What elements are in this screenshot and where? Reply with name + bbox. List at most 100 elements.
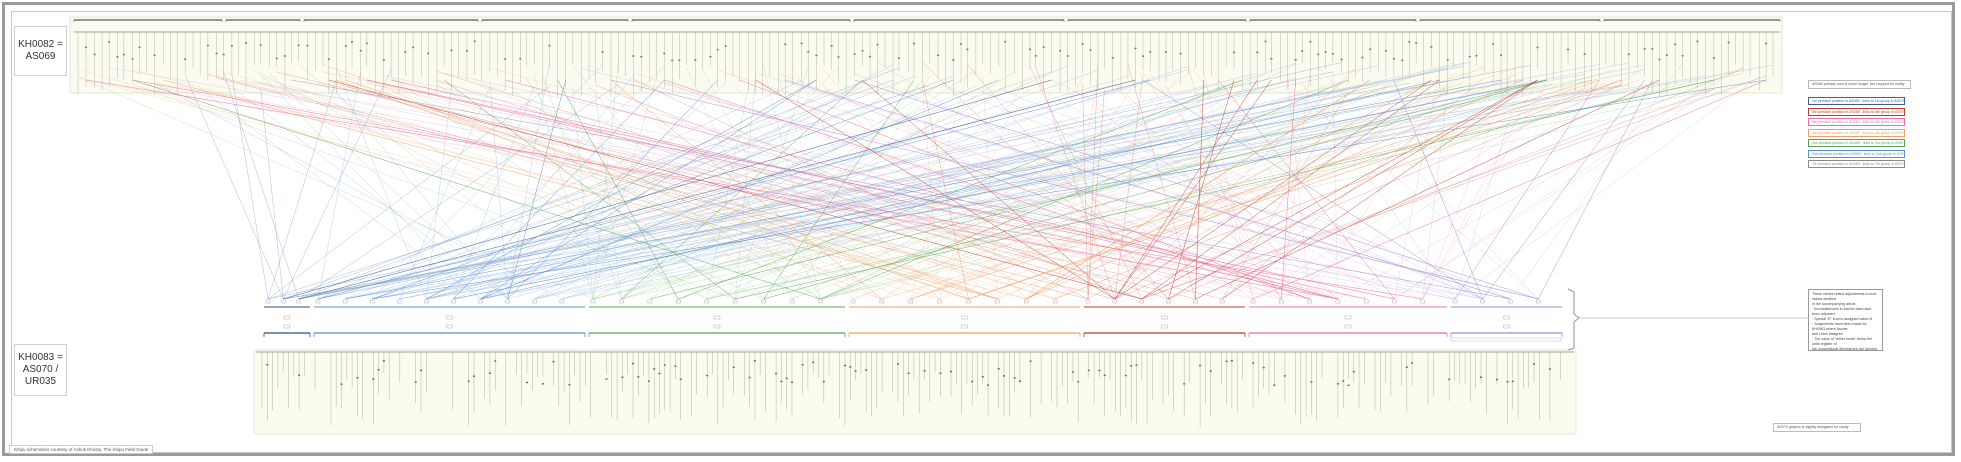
knot-mark [784,43,787,46]
link-line [453,85,535,300]
link-line [1026,72,1181,300]
knot-mark [1077,381,1080,383]
pendant-value-box [424,299,429,304]
knot-mark [1583,53,1586,55]
link-line [1394,70,1440,300]
link-line [276,71,1196,300]
link-line [283,79,1052,300]
knot-mark [206,44,209,47]
knot-mark [897,57,900,59]
pendant-value-box [265,299,271,304]
knot-mark [1643,48,1646,50]
link-line [1422,90,1448,300]
knot-mark [1430,46,1433,48]
link-line [1168,79,1538,300]
knot-mark [1134,47,1137,50]
link-line [763,89,1031,300]
knot-mark [526,381,528,384]
knot-mark [356,376,359,379]
knot-mark [987,384,990,386]
link-line [154,82,562,300]
knot-mark [1034,55,1037,57]
knot-mark [1135,364,1138,366]
link-line [1114,79,1272,300]
knot-mark [1712,57,1715,59]
link-line [755,72,1511,300]
link-line [391,77,707,300]
pendant-value-box [1139,299,1144,304]
link-line [1222,79,1538,300]
link-line [621,74,1266,300]
knot-mark [897,363,899,365]
knot-mark [1087,369,1090,372]
link-line [77,76,940,300]
link-line [1482,79,1645,300]
link-line [298,79,1136,300]
link-line [260,82,1310,300]
knot-mark [849,366,852,368]
link-line [267,79,337,300]
link-line [317,75,954,300]
pendant-value-box [451,299,456,304]
bottom-khipu-label: KH0083 = AS070 / UR035 [14,344,67,396]
link-line [254,70,707,300]
pendant-value-box [315,299,321,304]
knot-mark [1347,384,1350,386]
knot-mark [1495,378,1498,381]
top-crop-note: AS069 primary cord is much longer, but c… [1808,80,1911,89]
knot-mark [1066,55,1069,57]
knot-mark [1042,46,1045,48]
link-line [1281,79,1296,300]
link-line [1252,79,1767,300]
pendant-value-box [789,299,795,304]
link-line [328,79,1142,300]
link-line [317,68,1448,300]
knot-mark [1310,381,1313,383]
legend-item: 5th pendant position in AS069 , links to… [1808,107,1905,116]
knot-mark [1408,41,1411,43]
link-line [507,62,550,300]
knot-mark [671,59,674,62]
pendant-value-box [397,299,402,304]
link-line [706,89,1714,300]
link-line [706,78,1722,300]
link-line [399,87,491,300]
link-line [610,79,883,300]
link-line [910,66,1502,300]
knot-mark [473,40,476,43]
knot-mark [1352,371,1355,373]
knot-mark [923,370,926,372]
knot-mark [1256,51,1259,54]
knot-mark [1230,360,1233,362]
link-line [982,75,998,300]
knot-mark [222,53,225,56]
link-line [372,64,1600,300]
link-line [453,79,665,300]
link-line [345,89,1282,300]
group-value-box [283,324,291,329]
link-line [507,79,566,300]
pendant-value-box [879,299,885,304]
link-line [328,82,508,300]
knot-mark [640,56,643,58]
link-line [820,79,1349,300]
knot-mark [1696,40,1699,43]
link-line [534,61,1470,300]
link-line [260,87,284,300]
pendant-value-box [850,299,856,304]
link-line [1051,79,1483,300]
knot-mark [297,44,300,47]
pendant-value-box [478,299,483,304]
knot-mark [801,363,804,366]
link-line [1035,66,1115,300]
knot-mark [1658,58,1661,61]
link-line [1454,76,1760,300]
pendant-value-box [281,299,286,304]
knot-mark [869,55,872,58]
knot-mark [1536,46,1539,49]
link-line [820,91,1729,300]
knot-mark [780,380,783,383]
group-value-box [1161,315,1168,320]
pendant-link-lines [77,61,1774,300]
